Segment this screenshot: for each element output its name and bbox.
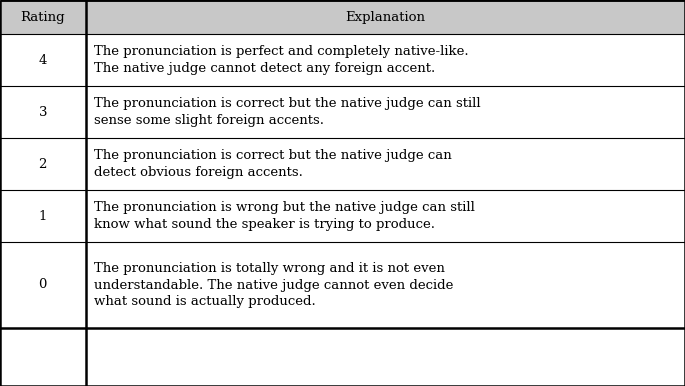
Text: 1: 1	[38, 210, 47, 222]
Text: The pronunciation is totally wrong and it is not even
understandable. The native: The pronunciation is totally wrong and i…	[94, 262, 453, 308]
Text: The pronunciation is perfect and completely native-like.
The native judge cannot: The pronunciation is perfect and complet…	[94, 45, 469, 75]
Text: 4: 4	[38, 54, 47, 66]
Text: The pronunciation is wrong but the native judge can still
know what sound the sp: The pronunciation is wrong but the nativ…	[94, 201, 475, 231]
Text: The pronunciation is correct but the native judge can still
sense some slight fo: The pronunciation is correct but the nat…	[94, 97, 480, 127]
Text: 2: 2	[38, 157, 47, 171]
Bar	[0, 0, 685, 34]
Text: 0: 0	[38, 279, 47, 291]
Text: Rating: Rating	[21, 10, 65, 24]
Text: 3: 3	[38, 105, 47, 119]
Text: The pronunciation is correct but the native judge can
detect obvious foreign acc: The pronunciation is correct but the nat…	[94, 149, 451, 179]
Text: Explanation: Explanation	[345, 10, 425, 24]
